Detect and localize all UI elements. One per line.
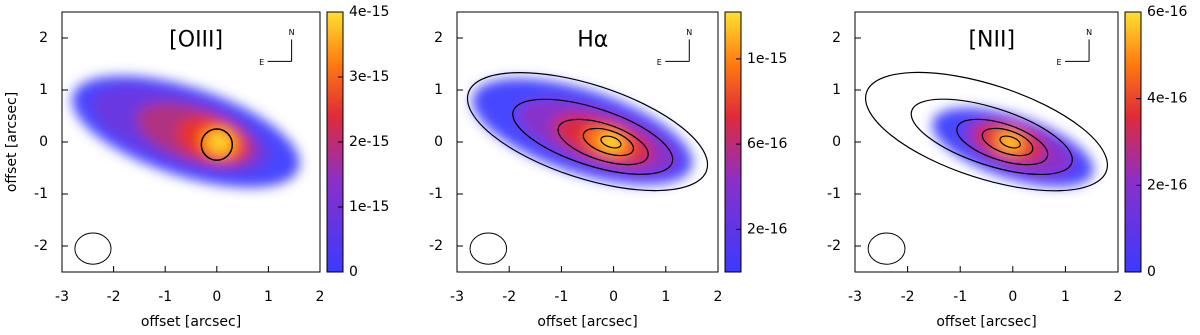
colorbar	[724, 11, 742, 273]
beam	[867, 232, 906, 265]
y-tick-label: 0	[434, 134, 443, 150]
compass-label: N	[1086, 28, 1092, 37]
x-tick-label: -1	[554, 289, 568, 305]
x-axis-label: offset [arcsec]	[537, 314, 637, 330]
colorbar-tick-label: 4e-16	[1147, 91, 1187, 107]
y-tick-label: -2	[34, 238, 48, 254]
y-tick-label: -1	[34, 186, 48, 202]
x-tick-label: -1	[158, 289, 172, 305]
contour	[999, 135, 1021, 149]
x-tick-label: 1	[661, 289, 670, 305]
colorbar-tick-label: 3e-15	[349, 69, 389, 85]
beam	[74, 232, 112, 265]
colorbar-tick-label: 0	[1147, 264, 1156, 280]
x-tick-label: -3	[55, 289, 69, 305]
x-tick-label: -3	[450, 289, 464, 305]
y-tick-label: 1	[434, 82, 443, 98]
y-tick-label: 2	[832, 30, 841, 46]
x-axis-label: offset [arcsec]	[936, 314, 1036, 330]
colorbar-tick-label: 6e-16	[747, 136, 787, 152]
y-tick-label: 2	[434, 30, 443, 46]
y-tick-label: -1	[429, 186, 443, 202]
y-tick-label: -2	[827, 238, 841, 254]
contour	[466, 72, 709, 192]
compass-label: N	[686, 28, 692, 37]
x-tick-label: -3	[848, 289, 862, 305]
panel-title: [NII]	[968, 28, 1015, 53]
x-tick-label: 2	[316, 289, 325, 305]
panel-title: [OIII]	[169, 28, 223, 53]
compass-label: N	[289, 28, 295, 37]
contour	[956, 118, 1049, 166]
panel-title: Hα	[577, 28, 608, 53]
compass-label: E	[1057, 58, 1062, 67]
compass-label: E	[259, 58, 264, 67]
x-axis-label: offset [arcsec]	[141, 314, 241, 330]
compass-label: E	[657, 58, 662, 67]
contour	[981, 127, 1034, 157]
beam	[469, 232, 508, 265]
x-tick-label: 2	[714, 289, 723, 305]
contour	[582, 127, 635, 157]
x-tick-label: -2	[901, 289, 915, 305]
colorbar-tick-label: 6e-16	[1147, 4, 1187, 20]
y-tick-label: 2	[39, 30, 48, 46]
emission-blob	[209, 132, 230, 152]
contour	[864, 71, 1109, 192]
colorbar-tick-label: 1e-15	[349, 199, 389, 215]
contour	[512, 98, 674, 175]
x-tick-label: 1	[1061, 289, 1070, 305]
contour	[557, 118, 649, 166]
y-tick-label: 1	[39, 82, 48, 98]
contour	[910, 98, 1073, 176]
emission-map	[472, 78, 693, 185]
y-tick-label: 0	[832, 134, 841, 150]
colorbar-tick-label: 0	[349, 264, 358, 280]
colorbar-tick-label: 2e-16	[747, 221, 787, 237]
x-tick-label: 0	[1008, 289, 1017, 305]
colorbar-tick-label: 2e-15	[349, 134, 389, 150]
x-tick-label: 0	[609, 289, 618, 305]
y-tick-label: -1	[827, 186, 841, 202]
contour	[200, 128, 234, 161]
x-tick-label: -2	[107, 289, 121, 305]
colorbar-tick-label: 1e-15	[747, 51, 787, 67]
y-tick-label: -2	[429, 238, 443, 254]
y-tick-label: 0	[39, 134, 48, 150]
emission-blob	[599, 133, 623, 151]
x-tick-label: -1	[953, 289, 967, 305]
emission-blob	[1002, 135, 1018, 149]
y-axis-label: offset [arcsec]	[4, 92, 20, 192]
colorbar-tick-label: 4e-15	[349, 4, 389, 20]
emission-map	[72, 75, 300, 188]
x-tick-label: -2	[502, 289, 516, 305]
x-tick-label: 1	[264, 289, 273, 305]
colorbar-tick-label: 2e-16	[1147, 177, 1187, 193]
colorbar	[1124, 11, 1142, 273]
x-tick-label: 2	[1114, 289, 1123, 305]
contour	[600, 135, 622, 149]
x-tick-label: 0	[212, 289, 221, 305]
y-tick-label: 1	[832, 82, 841, 98]
